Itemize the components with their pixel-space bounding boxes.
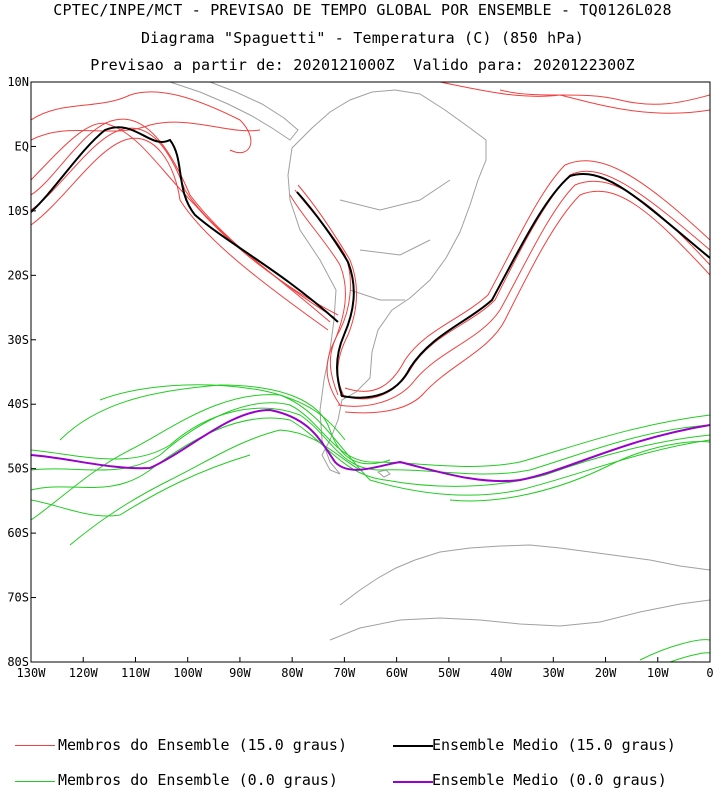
legend-label-mean-0: Ensemble Medio (0.0 graus) <box>432 771 667 789</box>
legend-swatch-members-15 <box>15 745 55 746</box>
lon-label: 80W <box>281 666 303 680</box>
lon-label: 40W <box>490 666 512 680</box>
lat-label: 20S <box>7 268 29 282</box>
mean-0-contour <box>31 408 710 483</box>
legend-swatch-members-0 <box>15 781 55 782</box>
axis-ticks <box>30 81 711 663</box>
title-line-2: Diagrama "Spaguetti" - Temperatura (C) (… <box>140 29 585 47</box>
lon-label: 0 <box>706 666 713 680</box>
lat-label: 50S <box>7 462 29 476</box>
lat-label: EQ <box>15 139 29 153</box>
longitude-labels: 130W 120W 110W 100W 90W 80W 70W 60W 50W 40W 30W 20W… <box>17 666 714 680</box>
lon-label: 10W <box>647 666 669 680</box>
lat-label: 40S <box>7 397 29 411</box>
brazil-borders <box>339 179 451 301</box>
lat-label: 70S <box>7 591 29 605</box>
plot-frame <box>30 81 711 663</box>
members-0-contours <box>31 384 710 662</box>
lat-label: 10S <box>7 204 29 218</box>
antarctic-peninsula-outline <box>329 544 710 641</box>
lon-label: 50W <box>438 666 460 680</box>
latitude-labels: 10N EQ 10S 20S 30S 40S 50S 60S 70S 80S <box>7 75 29 669</box>
lat-label: 10N <box>7 75 29 89</box>
title-line-1: CPTEC/INPE/MCT - PREVISAO DE TEMPO GLOBA… <box>53 1 672 19</box>
lat-label: 30S <box>7 333 29 347</box>
legend-label-members-0: Membros do Ensemble (0.0 graus) <box>58 771 338 789</box>
falklands-outline <box>376 469 391 478</box>
lat-label: 60S <box>7 526 29 540</box>
legend-swatch-mean-15 <box>393 745 433 747</box>
mean-15-contour <box>31 126 710 399</box>
south-america-outline <box>287 89 487 475</box>
lon-label: 100W <box>173 666 203 680</box>
lon-label: 60W <box>386 666 408 680</box>
lon-label: 70W <box>334 666 356 680</box>
land-outlines <box>169 82 710 641</box>
lon-label: 30W <box>542 666 564 680</box>
lat-label: 80S <box>7 655 29 669</box>
spaghetti-map: 10N EQ 10S 20S 30S 40S 50S 60S 70S 80S 130W 120W 11… <box>7 75 714 680</box>
central-america-outline <box>169 82 299 141</box>
legend-label-members-15: Membros do Ensemble (15.0 graus) <box>58 736 347 754</box>
legend-label-mean-15: Ensemble Medio (15.0 graus) <box>432 736 676 754</box>
members-15-contours <box>31 82 710 414</box>
legend-swatch-mean-0 <box>393 781 433 783</box>
lon-label: 110W <box>121 666 151 680</box>
lon-label: 90W <box>229 666 251 680</box>
title-line-3: Previsao a partir de: 2020121000Z Valido… <box>90 56 635 74</box>
lon-label: 130W <box>17 666 47 680</box>
lon-label: 20W <box>595 666 617 680</box>
lon-label: 120W <box>69 666 99 680</box>
